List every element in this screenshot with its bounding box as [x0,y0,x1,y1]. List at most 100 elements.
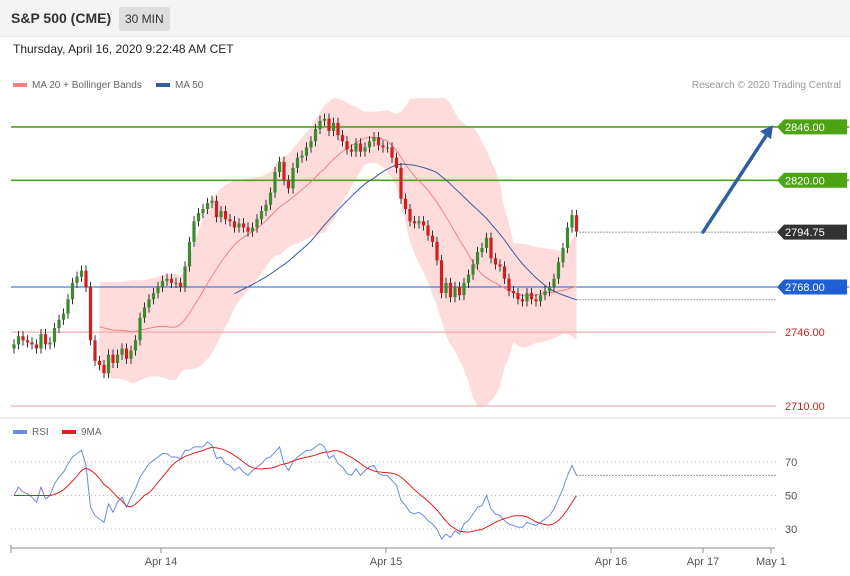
candle-up [120,348,124,355]
candle-up [273,172,277,193]
candle-down [228,219,232,222]
level-tag [777,172,847,188]
candle-down [448,282,453,298]
candle-down [111,354,115,363]
candle-up [75,276,79,283]
candle-up [525,293,529,302]
candle-down [340,135,345,142]
candle-up [309,141,313,148]
candle-up [367,141,372,148]
candle-up [331,122,336,132]
candle-down [534,299,538,302]
candle-down [390,147,394,158]
candle-up [255,219,259,228]
x-tick-label: Apr 16 [595,556,627,568]
legend-ma20: MA 20 + Bollinger Bands [13,80,142,91]
candle-up [304,147,309,156]
candle-down [21,336,25,341]
level-label: 2746.00 [785,327,825,339]
ma20-label: MA 20 + Bollinger Bands [32,80,142,91]
candle-up [160,280,165,287]
candle-down [169,278,174,283]
candle-down [84,270,88,287]
candle-down [430,235,435,242]
candle-up [219,211,223,218]
candle-down [529,293,534,300]
candle-up [250,227,255,232]
candle-down [88,286,93,341]
ma20-line [99,136,577,333]
candle-up [237,223,241,228]
candle-up [79,270,84,277]
candle-up [106,354,111,374]
target-arrow [701,132,769,234]
level-label: 2794.75 [785,227,825,239]
x-tick-label: Apr 15 [370,556,402,568]
candle-up [543,291,547,296]
target-arrowhead [760,125,773,140]
candle-up [183,266,187,287]
candle-up [417,221,421,224]
rsi-ma-line [14,446,577,533]
candle-up [268,192,273,205]
legend-rsi-ma: 9MA [62,427,102,438]
candle-up [354,143,358,152]
candle-up [556,262,561,279]
candle-down [457,286,462,296]
candle-down [439,260,444,294]
level-label: 2768.00 [785,282,825,294]
candle-up [264,204,268,212]
candle-up [187,241,192,267]
candle-down [349,149,354,152]
candle-down [516,293,520,300]
candle-down [426,225,430,236]
candle-up [444,282,448,294]
candle-up [115,354,120,363]
candle-up [147,299,151,308]
candle-up [210,200,214,203]
candle-down [358,143,363,152]
candle-down [97,360,102,365]
candle-up [48,342,52,345]
candle-down [178,282,183,287]
candle-up [151,293,156,300]
candle-up [196,213,201,222]
candle-up [363,147,367,152]
candle-down [498,264,502,267]
candle-up [484,237,489,248]
research-credit: Research © 2020 Trading Central [691,80,841,91]
candle-down [124,348,129,359]
x-tick-label: Apr 17 [687,556,719,568]
candle-up [52,328,57,343]
candle-up [174,282,178,284]
candle-down [421,221,426,226]
rsi-ma-swatch [62,430,76,435]
candle-up [453,286,457,298]
chart-header: S&P 500 (CME) 30 MIN [0,0,850,37]
candle-up [547,286,552,292]
level-label: 2846.00 [785,122,825,134]
candle-down [502,266,507,279]
candle-up [201,209,205,214]
candle-up [142,307,147,318]
candle-down [412,221,417,224]
candle-up [313,128,318,142]
timeframe-badge[interactable]: 30 MIN [119,7,170,31]
candle-down [394,157,399,168]
candle-down [286,180,291,189]
candle-up [156,286,160,294]
candle-down [493,258,498,265]
ma50-line [234,163,577,301]
rsi-gridline-label: 70 [785,457,797,469]
candle-down [214,200,219,218]
level-label: 2710.00 [785,401,825,413]
candle-down [574,215,579,232]
rsi-line [13,441,577,540]
candle-down [93,340,97,361]
candle-down [489,237,493,259]
rsi-ma-label: 9MA [81,427,102,438]
bollinger-band [99,98,577,408]
candle-up [192,221,196,242]
candle-up [295,157,300,168]
